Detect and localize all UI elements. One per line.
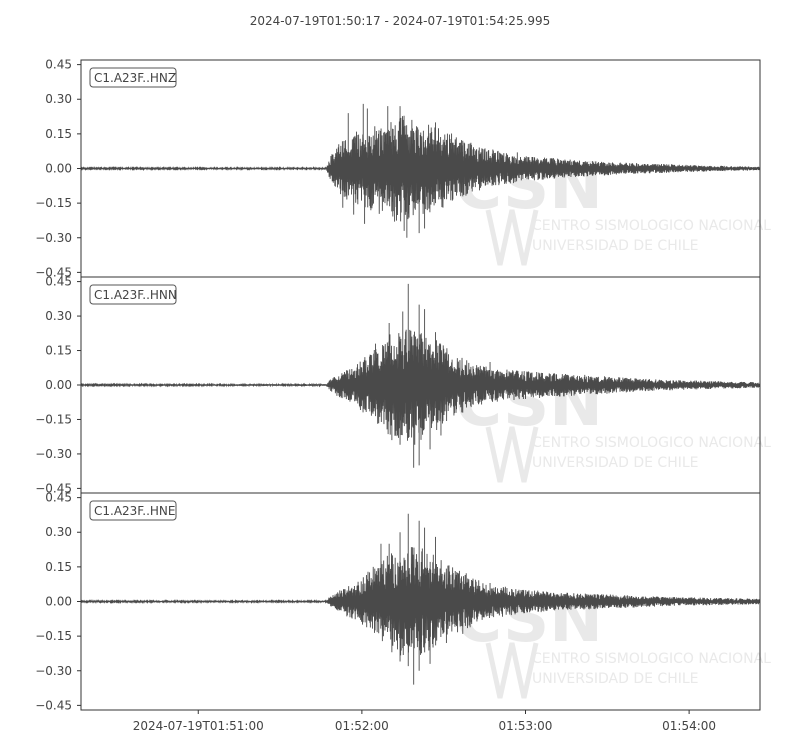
- watermark-w-icon: [485, 209, 539, 266]
- waveform-line: [80, 283, 761, 468]
- station-label-box: [89, 500, 177, 521]
- x-tick-label: 01:52:00: [335, 719, 389, 733]
- watermark-line: UNIVERSIDAD DE CHILE: [532, 455, 699, 471]
- watermark-line: UNIVERSIDAD DE CHILE: [532, 238, 699, 254]
- x-tick-label: 01:54:00: [662, 719, 716, 733]
- y-tick-label: −0.45: [35, 265, 72, 279]
- x-tick-label: 2024-07-19T01:51:00: [133, 719, 264, 733]
- y-tick-label: 0.45: [45, 275, 72, 289]
- y-tick-label: −0.15: [35, 196, 72, 210]
- y-tick-label: −0.15: [35, 629, 72, 643]
- y-tick-label: 0.00: [45, 595, 72, 609]
- y-tick-label: 0.15: [45, 344, 72, 358]
- y-tick-label: 0.45: [45, 491, 72, 505]
- waveform-line: [80, 513, 761, 685]
- watermark-w-icon: [485, 426, 539, 483]
- y-tick-label: 0.00: [45, 378, 72, 392]
- waveform-line: [80, 103, 761, 238]
- y-tick-label: −0.30: [35, 231, 72, 245]
- station-label-box: [89, 284, 177, 305]
- y-tick-label: −0.15: [35, 412, 72, 426]
- y-tick-label: 0.30: [45, 525, 72, 539]
- watermark-line: CENTRO SISMOLOGICO NACIONAL: [532, 651, 771, 667]
- x-tick-label: 01:53:00: [499, 719, 553, 733]
- y-tick-label: 0.00: [45, 162, 72, 176]
- watermark-line: CENTRO SISMOLOGICO NACIONAL: [532, 218, 771, 234]
- station-label: C1.A23F..HNE: [94, 504, 176, 518]
- station-label: C1.A23F..HNN: [94, 288, 177, 302]
- chart-title: 2024-07-19T01:50:17 - 2024-07-19T01:54:2…: [250, 14, 551, 28]
- station-label: C1.A23F..HNZ: [94, 71, 176, 85]
- y-tick-label: 0.45: [45, 58, 72, 72]
- y-tick-label: 0.15: [45, 560, 72, 574]
- y-tick-label: 0.15: [45, 127, 72, 141]
- watermark-w-icon: [485, 642, 539, 699]
- y-tick-label: −0.45: [35, 698, 72, 712]
- y-tick-label: −0.30: [35, 664, 72, 678]
- watermark-line: CENTRO SISMOLOGICO NACIONAL: [532, 435, 771, 451]
- y-tick-label: −0.45: [35, 481, 72, 495]
- y-tick-label: −0.30: [35, 447, 72, 461]
- y-tick-label: 0.30: [45, 309, 72, 323]
- station-label-box: [89, 67, 177, 88]
- y-tick-label: 0.30: [45, 92, 72, 106]
- watermark-line: UNIVERSIDAD DE CHILE: [532, 671, 699, 687]
